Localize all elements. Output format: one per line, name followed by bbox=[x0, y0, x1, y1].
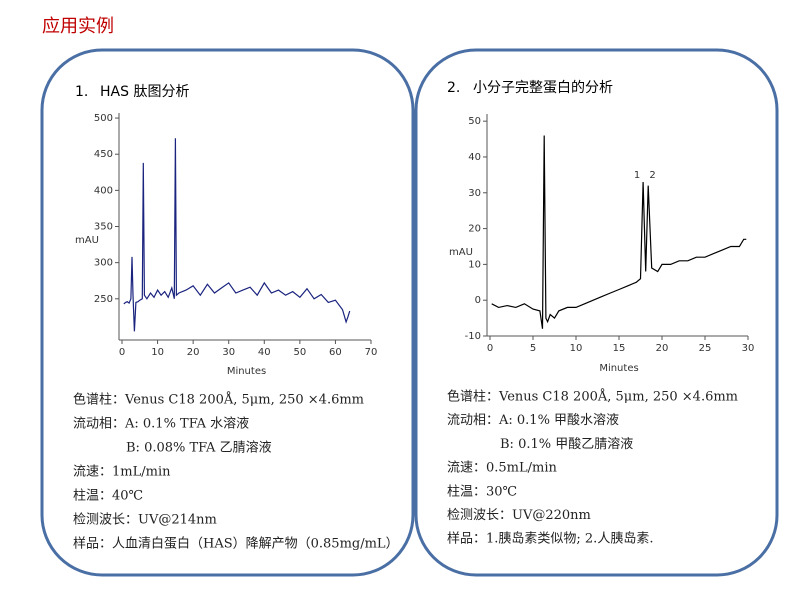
y-tick-label: 20 bbox=[468, 224, 481, 235]
panel-frame bbox=[40, 48, 415, 577]
x-tick-label: 0 bbox=[487, 343, 493, 354]
spec-line: 色谱柱：Venus C18 200Å, 5μm, 250 ×4.6mm bbox=[73, 392, 364, 408]
x-tick-label: 25 bbox=[699, 343, 712, 354]
x-tick-label: 0 bbox=[119, 347, 125, 358]
x-tick-label: 70 bbox=[365, 347, 378, 358]
spec-line: 流动相：A: 0.1% TFA 水溶液 bbox=[73, 417, 249, 432]
x-tick-label: 30 bbox=[742, 343, 755, 354]
spec-line: 样品：人血清白蛋白（HAS）降解产物（0.85mg/mL） bbox=[73, 536, 399, 552]
spec-line: 柱温：30℃ bbox=[447, 484, 517, 499]
y-tick-label: 10 bbox=[468, 259, 481, 270]
spec-line: 检测波长：UV@220nm bbox=[447, 508, 591, 523]
spec-line: 检测波长：UV@214nm bbox=[73, 513, 217, 528]
panel-heading: 小分子完整蛋白的分析 bbox=[473, 80, 613, 96]
y-tick-label: 40 bbox=[468, 152, 481, 163]
x-axis-label: Minutes bbox=[227, 366, 266, 377]
x-tick-label: 60 bbox=[329, 347, 342, 358]
trace bbox=[491, 135, 747, 329]
peak-label: 1 bbox=[634, 170, 640, 181]
y-tick-label: 0 bbox=[475, 295, 481, 306]
x-tick-label: 50 bbox=[293, 347, 306, 358]
spec-line: 色谱柱：Venus C18 200Å, 5μm, 250 ×4.6mm bbox=[447, 389, 738, 405]
panel-frame bbox=[414, 48, 779, 577]
x-axis-label: Minutes bbox=[599, 363, 638, 374]
x-tick-label: 5 bbox=[530, 343, 536, 354]
spec-line: 样品：1.胰岛素类似物; 2.人胰岛素. bbox=[447, 531, 653, 547]
spec-line: 流速：1mL/min bbox=[73, 465, 171, 480]
spec-line: 柱温：40℃ bbox=[73, 489, 143, 504]
y-axis-label: mAU bbox=[449, 247, 473, 258]
x-tick-label: 15 bbox=[613, 343, 626, 354]
y-axis-label: mAU bbox=[75, 235, 99, 246]
page-title: 应用实例 bbox=[42, 16, 114, 37]
y-tick-label: 500 bbox=[94, 113, 113, 124]
x-tick-label: 10 bbox=[570, 343, 583, 354]
panel-number: 1. bbox=[75, 84, 88, 100]
peak-label: 2 bbox=[649, 170, 655, 181]
y-tick-label: 250 bbox=[94, 294, 113, 305]
x-tick-label: 20 bbox=[656, 343, 669, 354]
y-tick-label: 350 bbox=[94, 222, 113, 233]
panel-number: 2. bbox=[447, 80, 460, 96]
y-tick-label: 400 bbox=[94, 185, 113, 196]
y-tick-label: 300 bbox=[94, 258, 113, 269]
spec-line: 流速：0.5mL/min bbox=[447, 461, 557, 476]
spec-line: 流动相：A: 0.1% 甲酸水溶液 bbox=[447, 413, 619, 428]
y-tick-label: -10 bbox=[465, 331, 481, 342]
spec-line: B: 0.08% TFA 乙腈溶液 bbox=[126, 441, 272, 456]
trace bbox=[123, 138, 351, 332]
x-tick-label: 40 bbox=[258, 347, 271, 358]
y-tick-label: 50 bbox=[468, 116, 481, 127]
spec-line: B: 0.1% 甲酸乙腈溶液 bbox=[500, 437, 633, 452]
x-tick-label: 20 bbox=[187, 347, 200, 358]
y-tick-label: 30 bbox=[468, 188, 481, 199]
y-tick-label: 450 bbox=[94, 149, 113, 160]
panel-heading: HAS 肽图分析 bbox=[100, 84, 189, 100]
x-tick-label: 30 bbox=[222, 347, 235, 358]
x-tick-label: 10 bbox=[151, 347, 164, 358]
